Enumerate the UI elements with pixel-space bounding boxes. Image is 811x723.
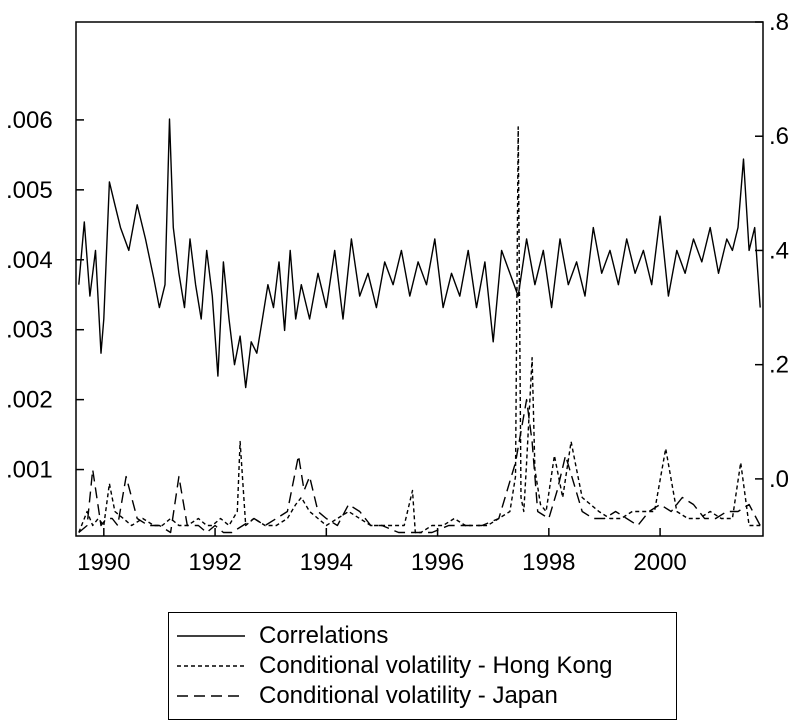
legend-swatch-short-dash [177,665,245,667]
x-axis: 1990 1992 1994 1996 1998 2000 [77,528,687,576]
left-tick-label: .006 [6,107,53,134]
left-tick-label: .005 [6,177,53,204]
legend-label: Conditional volatility - Hong Kong [259,652,613,679]
legend-label: Conditional volatility - Japan [259,682,558,709]
plot-frame [75,21,764,537]
x-tick-label: 1990 [77,549,130,576]
legend-item-correlations: Correlations [177,621,388,651]
right-tick-label: .0 [769,466,789,493]
x-tick-label: 1994 [300,549,353,576]
series-layer [78,118,761,534]
right-tick-label: .4 [769,237,789,264]
legend-swatch-solid [177,635,245,637]
x-tick-label: 2000 [633,549,686,576]
legend-item-volatility-japan: Conditional volatility - Japan [177,681,558,711]
left-tick-label: .001 [6,457,53,484]
right-tick-label: .6 [769,123,789,150]
right-tick-label: .8 [769,9,789,36]
left-tick-label: .004 [6,247,53,274]
dual-axis-line-chart: 1990 1992 1994 1996 1998 2000 .001.002.003.00… [6,9,789,576]
legend-label: Correlations [259,622,389,649]
left-tick-label: .002 [6,387,53,414]
series-line-3 [78,398,761,534]
right-y-axis: .0 .2 .4 .6 .8 [755,9,789,493]
series-line-1 [78,118,761,389]
legend-swatch-long-dash [177,695,245,697]
left-tick-label: .003 [6,317,53,344]
x-tick-label: 1992 [188,549,241,576]
x-tick-label: 1996 [411,549,464,576]
left-y-axis: .001 .002 .003 .004 .005 .006 [6,107,84,484]
x-tick-label: 1998 [522,549,575,576]
legend: Correlations Conditional volatility - Ho… [168,612,677,720]
right-tick-label: .2 [769,352,789,379]
legend-item-volatility-hong-kong: Conditional volatility - Hong Kong [177,651,613,681]
